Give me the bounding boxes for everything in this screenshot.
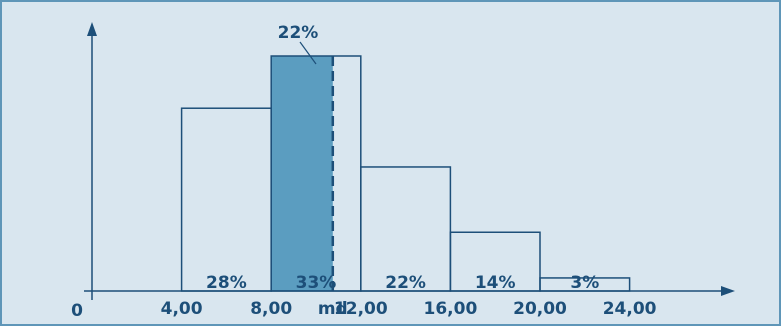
x-tick-label-6: 24,00 [603, 299, 657, 319]
shaded-median-region [271, 56, 333, 291]
x-axis-arrow [721, 286, 735, 296]
shaded-label-leader [299, 41, 317, 65]
median-label: md [318, 299, 348, 319]
x-tick-labels: 0 4,00 8,00 12,00 16,00 20,00 24,00 md [71, 299, 657, 321]
bar-label-1: 28% [206, 273, 247, 293]
axes [84, 22, 735, 300]
bar-label-5: 3% [570, 273, 599, 293]
x-tick-label-3: 12,00 [334, 299, 388, 319]
bar-value-labels: 28% 33% 22% 14% 3% 22% [206, 23, 599, 293]
bar-label-4: 14% [475, 273, 516, 293]
bar-label-2: 33% [296, 273, 337, 293]
histogram-bars [180, 55, 631, 292]
x-tick-label-5: 20,00 [513, 299, 567, 319]
bar-label-3: 22% [385, 273, 426, 293]
y-axis-arrow [87, 22, 97, 36]
x-tick-label-1: 4,00 [161, 299, 203, 319]
shaded-region-label: 22% [278, 23, 319, 43]
histogram-bar-1 [180, 107, 272, 292]
origin-label: 0 [71, 301, 83, 321]
x-tick-label-2: 8,00 [250, 299, 292, 319]
x-tick-label-4: 16,00 [424, 299, 478, 319]
